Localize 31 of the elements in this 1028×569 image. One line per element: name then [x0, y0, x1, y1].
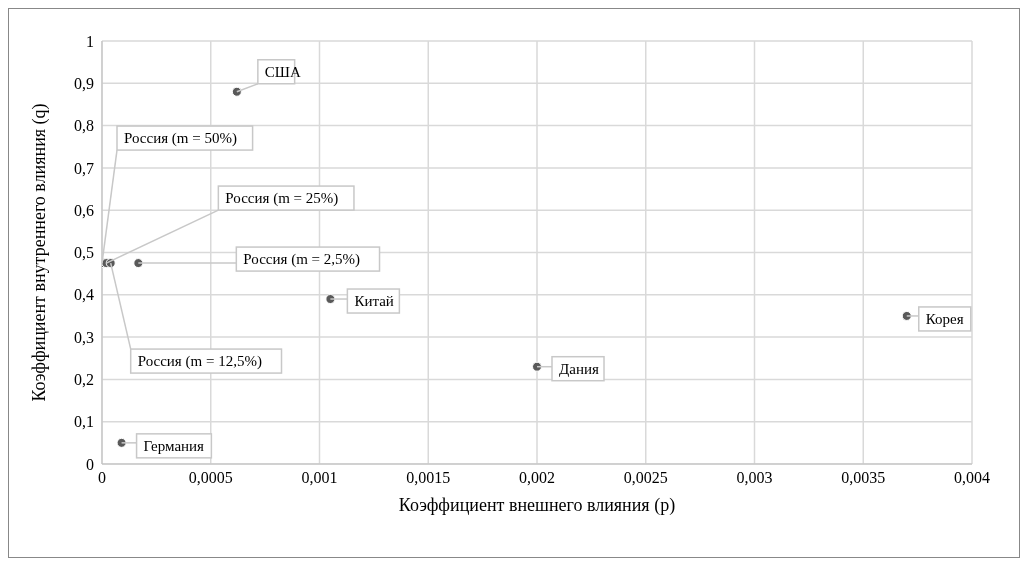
x-tick-label: 0,003	[736, 469, 773, 487]
annotation: Китай	[354, 293, 394, 310]
annotation: США	[264, 63, 301, 80]
x-axis-title: Коэффициент внешнего влияния (p)	[398, 495, 676, 516]
y-tick-label: 0	[86, 455, 94, 473]
x-tick-label: 0,0005	[188, 469, 233, 487]
x-tick-label: 0,001	[301, 469, 338, 487]
x-tick-label: 0,0025	[623, 469, 668, 487]
annotation: Россия (m = 12,5%)	[137, 353, 262, 371]
y-tick-label: 0,6	[74, 201, 94, 219]
y-tick-label: 1	[86, 32, 94, 50]
y-tick-label: 0,4	[74, 286, 94, 304]
y-tick-label: 0,1	[74, 413, 94, 431]
y-tick-label: 0,5	[74, 244, 94, 262]
y-tick-label: 0,9	[74, 74, 94, 92]
y-axis-title: Коэффициент внутреннего влияния (q)	[29, 103, 51, 402]
y-tick-label: 0,3	[74, 328, 94, 346]
y-tick-label: 0,2	[74, 371, 94, 389]
x-tick-label: 0,0015	[406, 469, 451, 487]
y-tick-label: 0,8	[74, 117, 94, 135]
x-tick-label: 0	[98, 469, 106, 487]
x-tick-label: 0,004	[954, 469, 990, 487]
annotation: Корея	[925, 310, 964, 327]
x-tick-label: 0,0035	[841, 469, 886, 487]
annotation: Россия (m = 2,5%)	[243, 251, 361, 269]
annotation: Германия	[143, 437, 205, 454]
annotation: Дания	[559, 360, 599, 377]
y-tick-label: 0,7	[74, 159, 94, 177]
annotation: Россия (m = 25%)	[225, 190, 339, 208]
annotation: Россия (m = 50%)	[124, 130, 237, 148]
x-tick-label: 0,002	[519, 469, 555, 487]
